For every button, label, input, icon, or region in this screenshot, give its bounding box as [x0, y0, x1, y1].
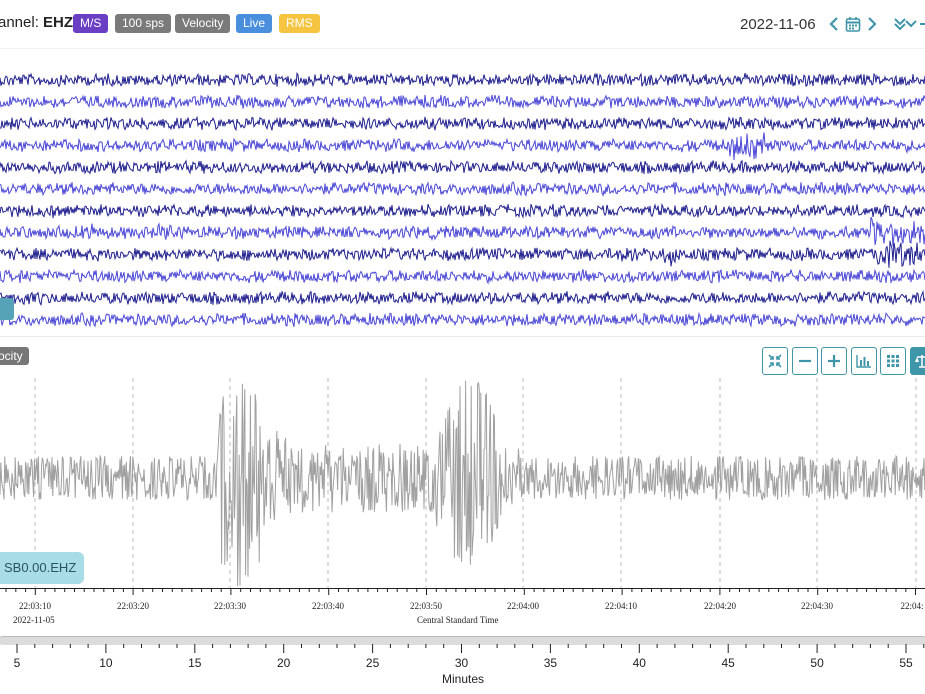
compress-icon — [768, 354, 782, 368]
section-divider — [0, 336, 925, 337]
chevron-left-icon[interactable] — [827, 14, 845, 34]
minute-tick-label: 20 — [277, 656, 291, 670]
grid-button[interactable] — [880, 347, 906, 375]
helicorder-row-2 — [0, 94, 925, 110]
time-tick-label: 22:04:30 — [800, 601, 834, 611]
time-tick-label: 22:03:10 — [18, 601, 52, 611]
date-display: 2022-11-06 — [740, 16, 816, 33]
helicorder-row-11 — [0, 289, 925, 307]
live-badge[interactable]: Live — [236, 14, 273, 33]
scale-button[interactable] — [910, 347, 925, 375]
helicorder-marker-tab[interactable] — [0, 298, 14, 320]
time-axis-title: Central Standard Time — [417, 615, 499, 625]
compress-button[interactable] — [762, 347, 788, 375]
top-header: annel: EHZ M/S 100 sps Velocity Live RMS… — [0, 0, 925, 49]
velocity-badge[interactable]: Velocity — [175, 14, 231, 33]
waveform-plot[interactable] — [0, 378, 925, 588]
calendar-icon[interactable] — [845, 14, 863, 34]
helicorder-row-5 — [0, 159, 925, 175]
plus-icon — [828, 355, 840, 367]
minute-tick-label: 15 — [188, 656, 202, 670]
helicorder-row-3 — [0, 115, 925, 132]
minutes-axis-title: Minutes — [441, 672, 485, 686]
helicorder-row-1 — [0, 71, 925, 88]
zoom-out-button[interactable] — [792, 347, 818, 375]
channel-prefix: annel: — [0, 14, 44, 31]
time-tick-label: 22:03:20 — [116, 601, 150, 611]
minute-tick-label: 50 — [810, 656, 824, 670]
minute-tick-label: 35 — [543, 656, 558, 670]
minute-tick-label: 25 — [365, 656, 380, 670]
sample-rate-badge[interactable]: 100 sps — [115, 14, 172, 33]
helicorder-row-9 — [0, 240, 925, 268]
zoom-in-button[interactable] — [821, 347, 847, 375]
grid-icon — [887, 355, 899, 367]
chevron-right-icon[interactable] — [865, 14, 883, 34]
bar-chart-icon — [856, 355, 871, 368]
helicorder-row-12 — [0, 311, 925, 328]
time-tick-label: 22:03:30 — [213, 601, 247, 611]
minute-axis — [16, 644, 925, 653]
date-sub-label: 2022-11-05 — [13, 615, 55, 625]
units-badge[interactable]: M/S — [73, 14, 109, 33]
waveform-line — [0, 380, 925, 587]
time-tick-label: 22:04:10 — [604, 601, 638, 611]
channel-label: annel: EHZ — [0, 14, 73, 31]
minute-tick-label: 45 — [721, 656, 735, 670]
double-chevron-down-icon[interactable] — [893, 14, 925, 34]
minute-tick-label: 30 — [454, 656, 469, 670]
helicorder-row-8 — [0, 216, 925, 247]
minus-icon — [799, 359, 811, 363]
helicorder-row-10 — [0, 268, 925, 285]
helicorder-row-4 — [0, 132, 925, 161]
time-tick-label: 22:04:00 — [506, 601, 540, 611]
channel-name: EHZ — [43, 14, 74, 31]
minute-tick-label: 40 — [632, 656, 646, 670]
time-tick-label: 22:04:20 — [703, 601, 737, 611]
time-axis — [0, 588, 925, 595]
helicorder-row-7 — [0, 202, 925, 219]
time-tick-label: 22:04: — [900, 601, 924, 611]
scale-icon — [915, 355, 925, 368]
time-tick-label: 22:03:50 — [409, 601, 443, 611]
station-label: SB0.00.EHZ — [0, 552, 85, 584]
minute-tick-label: 55 — [899, 656, 913, 670]
minute-tick-label: 5 — [13, 656, 21, 670]
detail-velocity-badge: ocity — [0, 347, 29, 365]
helicorder-plot[interactable] — [0, 66, 925, 336]
helicorder-traces — [0, 71, 925, 328]
minute-tick-label: 10 — [99, 656, 113, 670]
time-tick-label: 22:03:40 — [311, 601, 345, 611]
waveform-trace — [0, 378, 925, 588]
helicorder-row-6 — [0, 180, 925, 197]
time-scrollbar[interactable] — [0, 636, 925, 645]
rms-badge[interactable]: RMS — [279, 14, 320, 33]
spectrum-button[interactable] — [851, 347, 877, 375]
